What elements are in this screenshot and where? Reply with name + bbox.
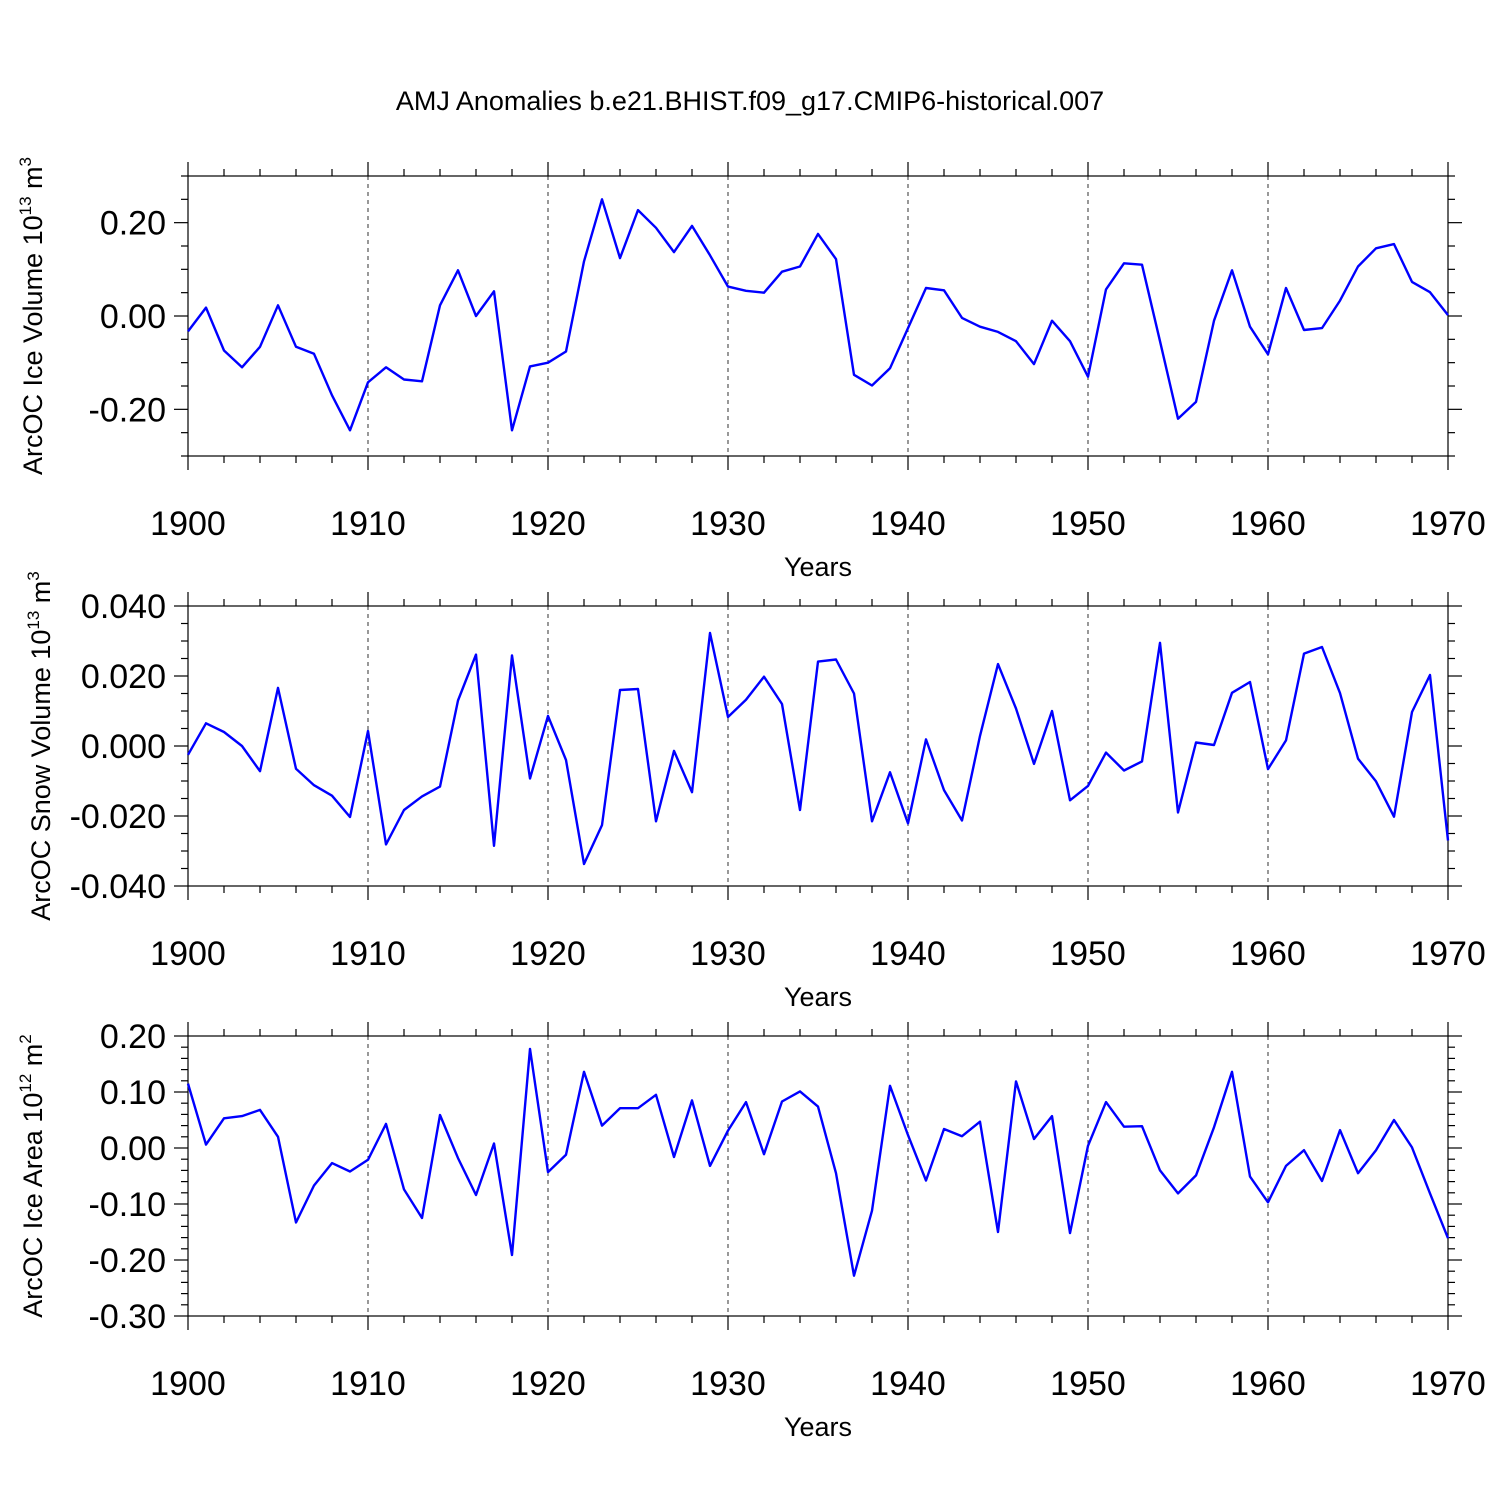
y-tick-label: -0.10 (89, 1186, 167, 1224)
x-tick-label: 1900 (150, 935, 226, 973)
y-tick-label: 0.10 (100, 1074, 166, 1112)
x-tick-label: 1970 (1410, 935, 1486, 973)
x-tick-label: 1930 (690, 1365, 766, 1403)
series-line-snow-volume (186, 631, 1450, 866)
y-tick-label: -0.040 (70, 868, 166, 906)
y-tick-label: 0.020 (81, 658, 166, 696)
y-tick-label: 0.000 (81, 728, 166, 766)
y-tick-label: 0.040 (81, 588, 166, 626)
x-tick-label: 1950 (1050, 505, 1126, 543)
series-line-ice-volume (187, 198, 1449, 432)
x-tick-label: 1930 (690, 505, 766, 543)
y-tick-label: -0.20 (89, 391, 167, 429)
x-tick-label: 1970 (1410, 505, 1486, 543)
x-tick-label: 1920 (510, 935, 586, 973)
x-tick-label: 1960 (1230, 935, 1306, 973)
x-tick-label: 1970 (1410, 1365, 1486, 1403)
x-tick-label: 1940 (870, 935, 946, 973)
x-tick-label: 1930 (690, 935, 766, 973)
plot-frame (187, 175, 1449, 457)
x-tick-label: 1940 (870, 1365, 946, 1403)
x-axis-label: Years (784, 1412, 852, 1442)
x-tick-label: 1940 (870, 505, 946, 543)
plot-frame (187, 1035, 1449, 1317)
y-tick-label: 0.20 (100, 1018, 166, 1056)
plot-frame (187, 605, 1449, 887)
panel-ice-area: 1900 1910 1920 1930 1940 1950 1960 1970 -0.30 -0.… (16, 1018, 1486, 1442)
x-axis-label: Years (784, 552, 852, 582)
x-tick-label: 1960 (1230, 1365, 1306, 1403)
y-tick-label: 0.00 (100, 1130, 166, 1168)
panel-ice-volume: 1900 1910 1920 1930 1940 1950 1960 1970 -0.20 0.0… (16, 157, 1486, 582)
x-tick-label: 1960 (1230, 505, 1306, 543)
panel-snow-volume: 1900 1910 1920 1930 1940 1950 1960 1970 -0.040 -0… (24, 571, 1486, 1012)
y-tick-label: 0.20 (100, 205, 166, 243)
x-tick-label: 1920 (510, 1365, 586, 1403)
y-tick-label: -0.020 (70, 798, 166, 836)
y-tick-label: -0.20 (89, 1242, 167, 1280)
figure-title: AMJ Anomalies b.e21.BHIST.f09_g17.CMIP6-… (396, 86, 1104, 116)
x-tick-label: 1920 (510, 505, 586, 543)
x-tick-label: 1900 (150, 1365, 226, 1403)
x-tick-label: 1900 (150, 505, 226, 543)
y-axis-label: ArcOC Ice Area 1012 m2 (16, 1034, 48, 1318)
x-tick-label: 1910 (330, 935, 406, 973)
y-axis-label: ArcOC Ice Volume 1013 m3 (16, 157, 48, 475)
x-axis-label: Years (784, 982, 852, 1012)
x-tick-label: 1950 (1050, 1365, 1126, 1403)
series-line-ice-area (186, 1047, 1450, 1277)
y-axis-label: ArcOC Snow Volume 1013 m3 (24, 571, 56, 921)
y-tick-label: 0.00 (100, 298, 166, 336)
y-tick-label: -0.30 (89, 1298, 167, 1336)
x-tick-label: 1950 (1050, 935, 1126, 973)
x-tick-label: 1910 (330, 1365, 406, 1403)
x-tick-label: 1910 (330, 505, 406, 543)
